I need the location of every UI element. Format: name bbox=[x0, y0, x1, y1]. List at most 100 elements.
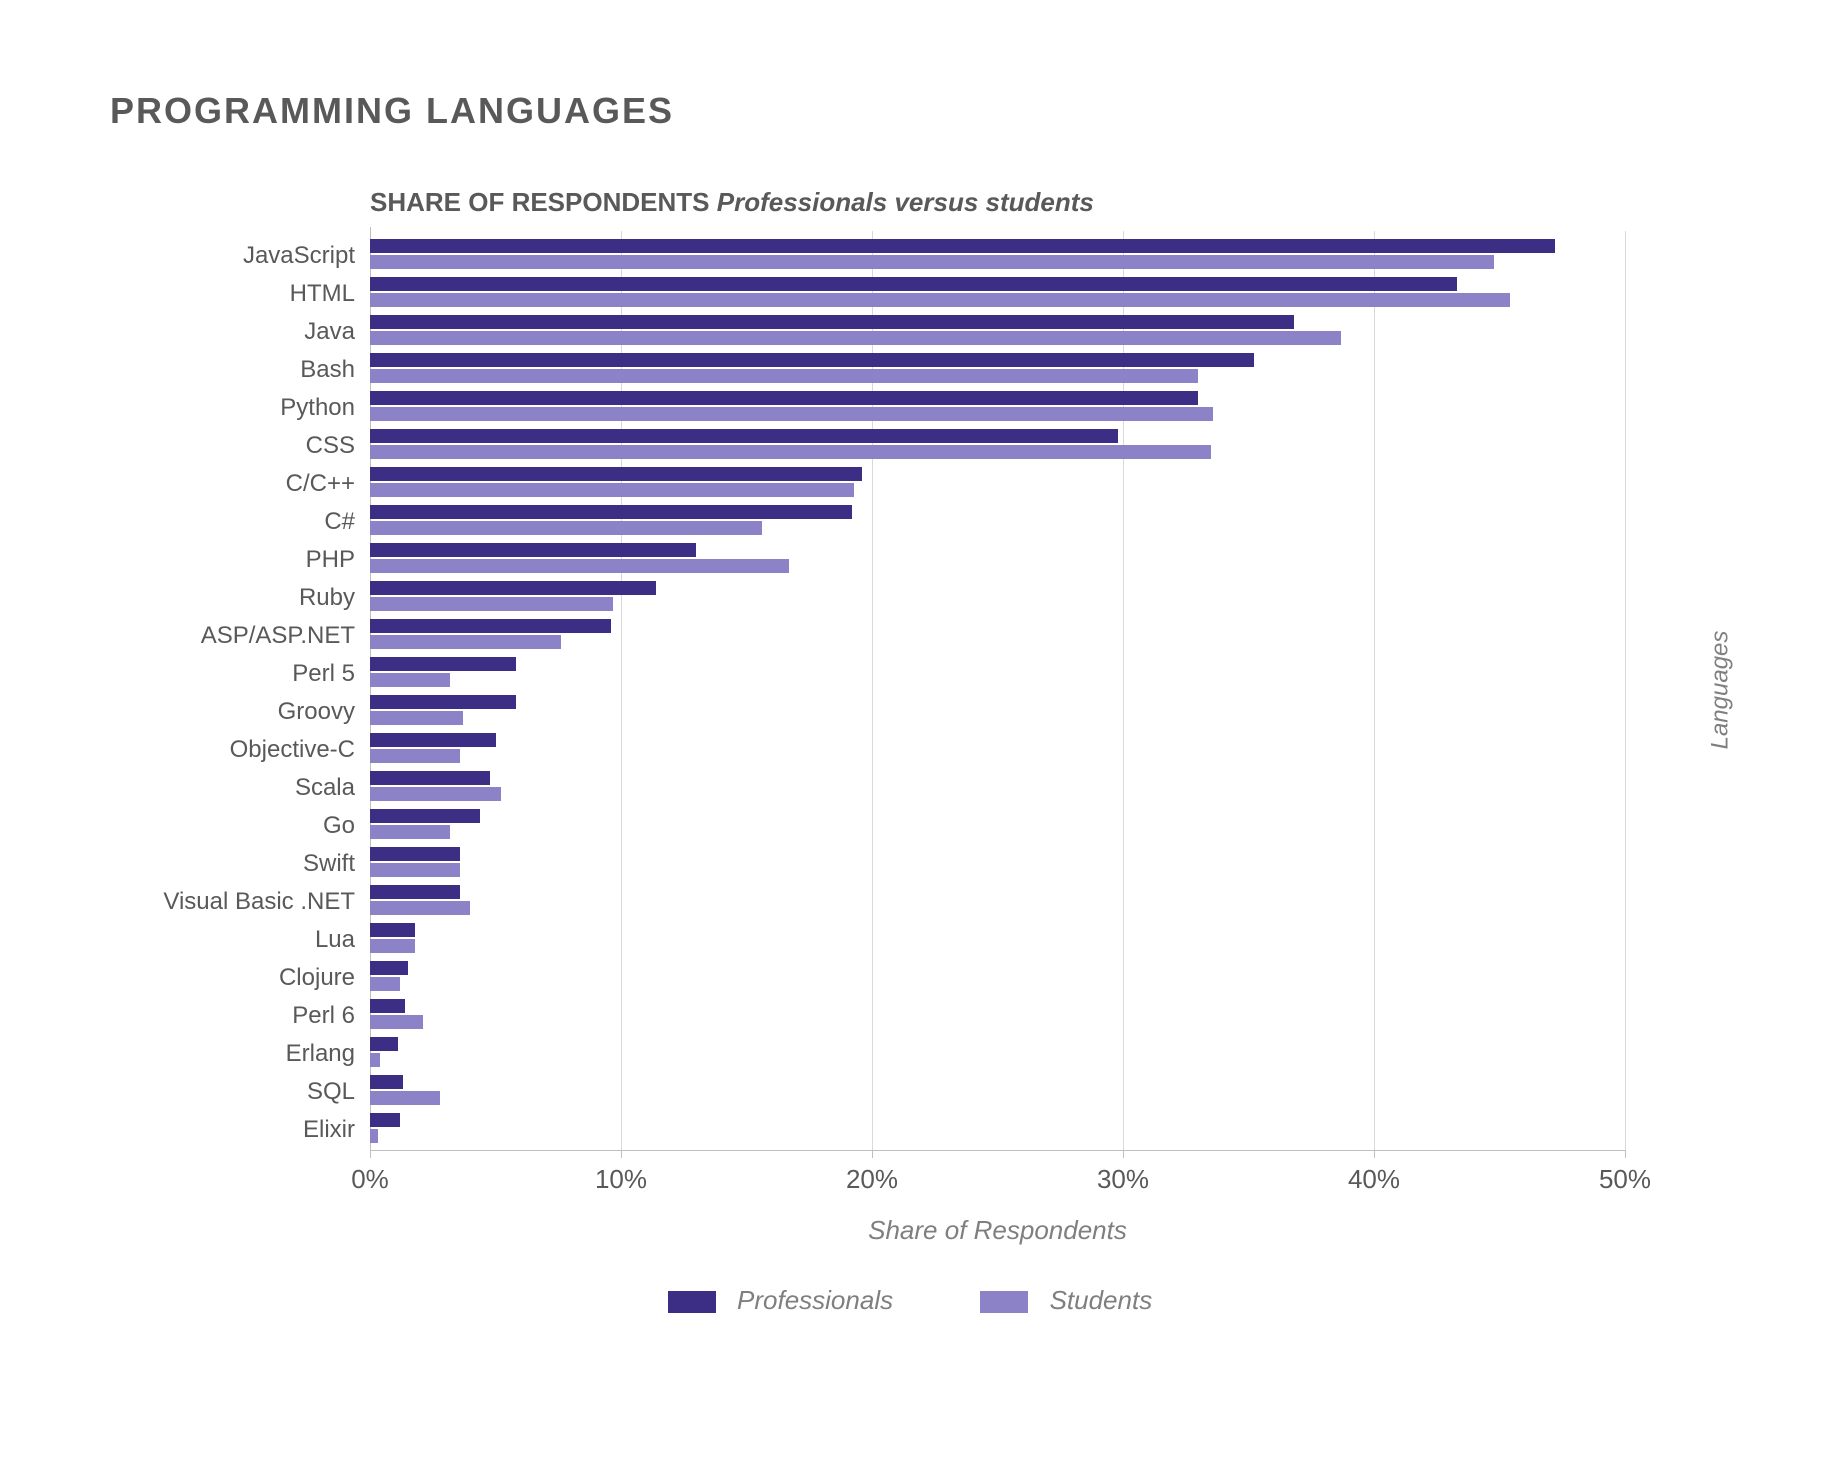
bar-students bbox=[370, 559, 789, 573]
bar-students bbox=[370, 293, 1510, 307]
category-label: Groovy bbox=[130, 694, 355, 730]
bar-students bbox=[370, 255, 1494, 269]
bar-professionals bbox=[370, 1113, 400, 1127]
plot-area: 0%10%20%30%40%50% bbox=[370, 230, 1625, 1150]
bar-students bbox=[370, 863, 460, 877]
subtitle-bold: SHARE OF RESPONDENTS bbox=[370, 187, 710, 217]
category-label: Erlang bbox=[130, 1036, 355, 1072]
bar-professionals bbox=[370, 999, 405, 1013]
category-label: Clojure bbox=[130, 960, 355, 996]
bar-group bbox=[370, 1075, 1625, 1105]
bar-group bbox=[370, 543, 1625, 573]
bar-group bbox=[370, 391, 1625, 421]
bar-students bbox=[370, 521, 762, 535]
bar-group bbox=[370, 239, 1625, 269]
category-label: Scala bbox=[130, 770, 355, 806]
category-label: Visual Basic .NET bbox=[130, 884, 355, 920]
bar-professionals bbox=[370, 771, 490, 785]
bar-group bbox=[370, 733, 1625, 763]
bar-group bbox=[370, 847, 1625, 877]
bar-group bbox=[370, 771, 1625, 801]
x-tick-label: 50% bbox=[1599, 1164, 1651, 1195]
bar-group bbox=[370, 429, 1625, 459]
bar-students bbox=[370, 673, 450, 687]
y-axis-label-container: Languages bbox=[1705, 230, 1735, 1150]
bar-professionals bbox=[370, 733, 496, 747]
page-title: PROGRAMMING LANGUAGES bbox=[110, 90, 1725, 132]
x-tick bbox=[1123, 1150, 1124, 1158]
x-axis-label: Share of Respondents bbox=[370, 1215, 1625, 1246]
bar-professionals bbox=[370, 391, 1198, 405]
category-label: Ruby bbox=[130, 580, 355, 616]
bar-group bbox=[370, 923, 1625, 953]
bar-students bbox=[370, 445, 1211, 459]
x-tick bbox=[1625, 1150, 1626, 1158]
bar-professionals bbox=[370, 543, 696, 557]
bar-students bbox=[370, 1053, 380, 1067]
category-label: Swift bbox=[130, 846, 355, 882]
bar-group bbox=[370, 315, 1625, 345]
bar-professionals bbox=[370, 961, 408, 975]
bar-group bbox=[370, 809, 1625, 839]
bar-professionals bbox=[370, 809, 480, 823]
bar-students bbox=[370, 977, 400, 991]
legend-label-students: Students bbox=[1050, 1285, 1153, 1315]
bar-students bbox=[370, 1091, 440, 1105]
subtitle-ital: Professionals versus students bbox=[717, 187, 1094, 217]
bar-group bbox=[370, 1037, 1625, 1067]
chart: 0%10%20%30%40%50% Languages Share of Res… bbox=[130, 230, 1690, 1260]
bar-group bbox=[370, 999, 1625, 1029]
category-label: Python bbox=[130, 390, 355, 426]
x-tick-label: 20% bbox=[846, 1164, 898, 1195]
bar-group bbox=[370, 695, 1625, 725]
bar-professionals bbox=[370, 505, 852, 519]
bar-students bbox=[370, 901, 470, 915]
bar-professionals bbox=[370, 277, 1457, 291]
bar-group bbox=[370, 885, 1625, 915]
bar-students bbox=[370, 825, 450, 839]
category-label: Java bbox=[130, 314, 355, 350]
category-label: ASP/ASP.NET bbox=[130, 618, 355, 654]
x-tick-label: 40% bbox=[1348, 1164, 1400, 1195]
category-label: CSS bbox=[130, 428, 355, 464]
gridline bbox=[1625, 231, 1626, 1150]
legend-swatch-students bbox=[980, 1291, 1028, 1313]
y-axis-label: Languages bbox=[1706, 631, 1734, 750]
bar-professionals bbox=[370, 239, 1555, 253]
bar-group bbox=[370, 619, 1625, 649]
x-tick bbox=[872, 1150, 873, 1158]
category-label: SQL bbox=[130, 1074, 355, 1110]
bar-students bbox=[370, 1129, 378, 1143]
legend-item-students: Students bbox=[980, 1285, 1152, 1316]
bar-students bbox=[370, 787, 501, 801]
bar-students bbox=[370, 407, 1213, 421]
bar-students bbox=[370, 331, 1341, 345]
x-tick-label: 10% bbox=[595, 1164, 647, 1195]
x-tick-label: 0% bbox=[351, 1164, 389, 1195]
bar-professionals bbox=[370, 581, 656, 595]
chart-subtitle: SHARE OF RESPONDENTS Professionals versu… bbox=[370, 187, 1725, 218]
bar-professionals bbox=[370, 695, 516, 709]
category-label: C/C++ bbox=[130, 466, 355, 502]
bar-group bbox=[370, 277, 1625, 307]
bar-professionals bbox=[370, 315, 1294, 329]
bar-students bbox=[370, 483, 854, 497]
bar-group bbox=[370, 467, 1625, 497]
bar-professionals bbox=[370, 657, 516, 671]
x-tick bbox=[621, 1150, 622, 1158]
category-label: Go bbox=[130, 808, 355, 844]
bar-group bbox=[370, 505, 1625, 535]
legend-item-professionals: Professionals bbox=[668, 1285, 893, 1316]
legend-swatch-professionals bbox=[668, 1291, 716, 1313]
bar-students bbox=[370, 597, 613, 611]
bar-professionals bbox=[370, 885, 460, 899]
bar-professionals bbox=[370, 923, 415, 937]
category-label: Bash bbox=[130, 352, 355, 388]
bar-professionals bbox=[370, 619, 611, 633]
x-tick bbox=[1374, 1150, 1375, 1158]
bar-students bbox=[370, 635, 561, 649]
bar-professionals bbox=[370, 847, 460, 861]
bar-group bbox=[370, 961, 1625, 991]
bar-professionals bbox=[370, 353, 1254, 367]
page: PROGRAMMING LANGUAGES SHARE OF RESPONDEN… bbox=[0, 0, 1825, 1475]
